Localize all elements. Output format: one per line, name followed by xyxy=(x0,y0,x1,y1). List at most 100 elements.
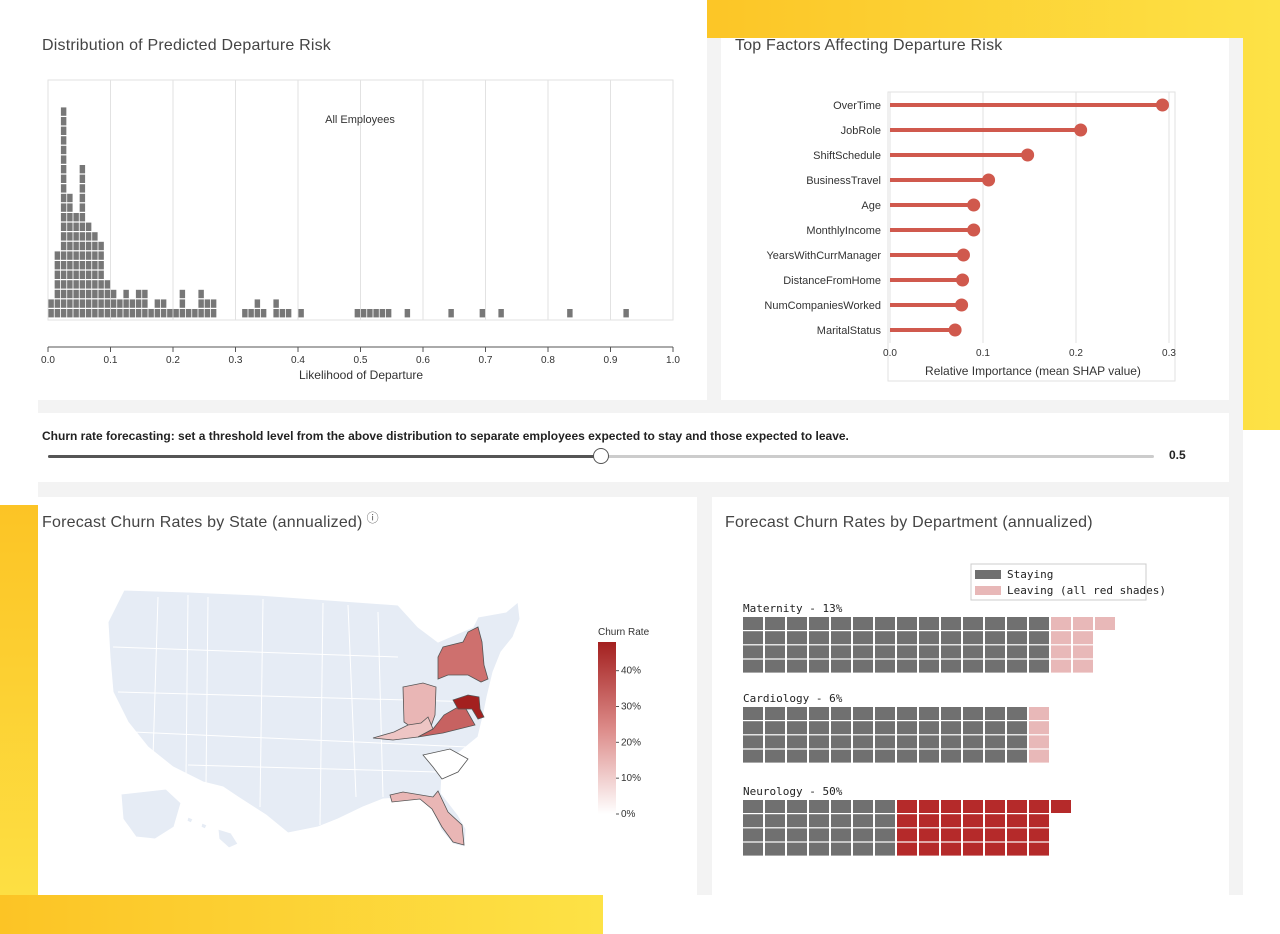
waffle-cell-staying xyxy=(1007,735,1027,749)
state-new-york[interactable] xyxy=(437,626,489,683)
waffle-cell-leaving xyxy=(941,800,961,813)
histogram-bar-unit xyxy=(129,299,136,308)
us-map: Churn Rate 40% 30% 20% 10% 0% xyxy=(107,589,650,849)
histogram-bar-unit xyxy=(123,299,129,308)
waffle-cell-staying xyxy=(919,631,939,645)
waffle-cell-staying xyxy=(941,631,961,645)
factor-dot xyxy=(956,248,970,262)
factor-label: NumCompaniesWorked xyxy=(764,300,881,312)
us-map-borders xyxy=(112,594,479,826)
waffle-cell-staying xyxy=(743,721,763,735)
histogram-bar-unit xyxy=(79,251,86,260)
map-card: Forecast Churn Rates by State (annualize… xyxy=(38,497,697,895)
legend-swatch-leaving xyxy=(975,586,1001,595)
histogram-bar-unit xyxy=(479,309,486,318)
waffle-cell-staying xyxy=(809,735,829,749)
border-line xyxy=(187,764,439,773)
waffle-cell-staying xyxy=(831,645,851,659)
histogram-bar-unit xyxy=(60,289,67,299)
factor-dot xyxy=(982,173,996,187)
waffle-cell-staying xyxy=(875,814,895,828)
histogram-bar-unit xyxy=(73,299,79,308)
state-maryland[interactable] xyxy=(452,694,485,720)
histogram-bar-unit xyxy=(67,289,73,299)
waffle-cell-staying xyxy=(1029,659,1049,673)
histogram-tick-label: 0.5 xyxy=(354,355,368,366)
histogram-bar-unit xyxy=(104,299,111,308)
waffle-cell-staying xyxy=(743,735,763,749)
threshold-slider-handle[interactable] xyxy=(593,448,609,464)
waffle-cell-leaving xyxy=(985,800,1005,813)
waffle-cell-leaving xyxy=(1029,828,1049,842)
waffle-cell-staying xyxy=(875,749,895,763)
histogram-bar-unit xyxy=(67,193,73,203)
state-south-carolina[interactable] xyxy=(422,748,469,780)
colorbar-tick-label: 0% xyxy=(621,809,636,820)
info-icon[interactable]: ⓘ xyxy=(366,511,379,525)
waffle-cell-staying xyxy=(831,617,851,630)
waffle-cell-staying xyxy=(919,735,939,749)
histogram-bar-unit xyxy=(60,309,67,318)
histogram-bar-unit xyxy=(85,289,92,299)
factors-tick-label: 0.3 xyxy=(1162,348,1176,359)
histogram-bar-unit xyxy=(85,299,92,308)
waffle-cell-staying xyxy=(787,735,807,749)
histogram-bar-unit xyxy=(567,309,573,318)
histogram-bar-unit xyxy=(85,241,92,251)
histogram-title: Distribution of Predicted Departure Risk xyxy=(42,37,332,54)
waffle-cell-staying xyxy=(985,659,1005,673)
waffle-cell-leaving xyxy=(1051,631,1071,645)
histogram-bar-unit xyxy=(73,289,79,299)
waffle-cell-staying xyxy=(941,707,961,720)
waffle-cell-leaving xyxy=(897,828,917,842)
histogram-bar-unit xyxy=(154,299,161,308)
waffle-cell-staying xyxy=(765,735,785,749)
colorbar-title: Churn Rate xyxy=(598,627,650,638)
factors-tick-label: 0.0 xyxy=(883,348,897,359)
state-florida[interactable] xyxy=(389,790,465,846)
waffle-cell-staying xyxy=(897,659,917,673)
histogram-bar-unit xyxy=(298,309,304,318)
waffle-cell-staying xyxy=(919,659,939,673)
histogram-bar-unit xyxy=(60,107,67,116)
waffle-cell-leaving xyxy=(1073,645,1093,659)
histogram-bar-unit xyxy=(260,309,267,318)
histogram-bar-unit xyxy=(60,261,67,270)
waffle-cell-staying xyxy=(1007,631,1027,645)
threshold-slider-card: Churn rate forecasting: set a threshold … xyxy=(38,413,1229,482)
waffle-cell-staying xyxy=(897,735,917,749)
histogram-bar-unit xyxy=(54,261,61,270)
histogram-bar-unit xyxy=(98,270,104,279)
factor-dot xyxy=(1021,148,1035,162)
waffle-cell-staying xyxy=(985,617,1005,630)
histogram-tick-label: 0.2 xyxy=(166,355,180,366)
state-ohio[interactable] xyxy=(402,682,437,730)
histogram-bar-unit xyxy=(60,136,67,145)
state-kentucky[interactable] xyxy=(372,716,434,741)
histogram-bar-unit xyxy=(254,299,261,308)
factor-label: MonthlyIncome xyxy=(806,225,881,237)
waffle-cell-staying xyxy=(897,749,917,763)
waffle-cell-staying xyxy=(1029,631,1049,645)
waffle-cell-leaving xyxy=(1051,659,1071,673)
histogram-bar-unit xyxy=(73,261,79,270)
threshold-slider-track[interactable] xyxy=(48,448,1154,464)
histogram-bar-unit xyxy=(67,241,73,251)
waffle-cell-leaving xyxy=(919,828,939,842)
histogram-bar-unit xyxy=(73,232,79,241)
waffle-cell-leaving xyxy=(1029,800,1049,813)
histogram-bar-unit xyxy=(60,126,67,135)
waffle-cell-leaving xyxy=(1029,707,1049,720)
waffle-cell-staying xyxy=(787,631,807,645)
waffle-cell-staying xyxy=(1029,645,1049,659)
waffle-cell-leaving xyxy=(985,828,1005,842)
waffle-cell-staying xyxy=(765,842,785,856)
waffle-cell-leaving xyxy=(963,800,983,813)
waffle-cell-staying xyxy=(853,659,873,673)
histogram-bar-unit xyxy=(210,299,217,308)
us-map-base xyxy=(107,589,521,849)
histogram-bar-unit xyxy=(67,232,73,241)
histogram-bar-unit xyxy=(54,280,61,289)
colorbar-tick-label: 10% xyxy=(621,773,641,784)
histogram-bar-unit xyxy=(60,222,67,231)
